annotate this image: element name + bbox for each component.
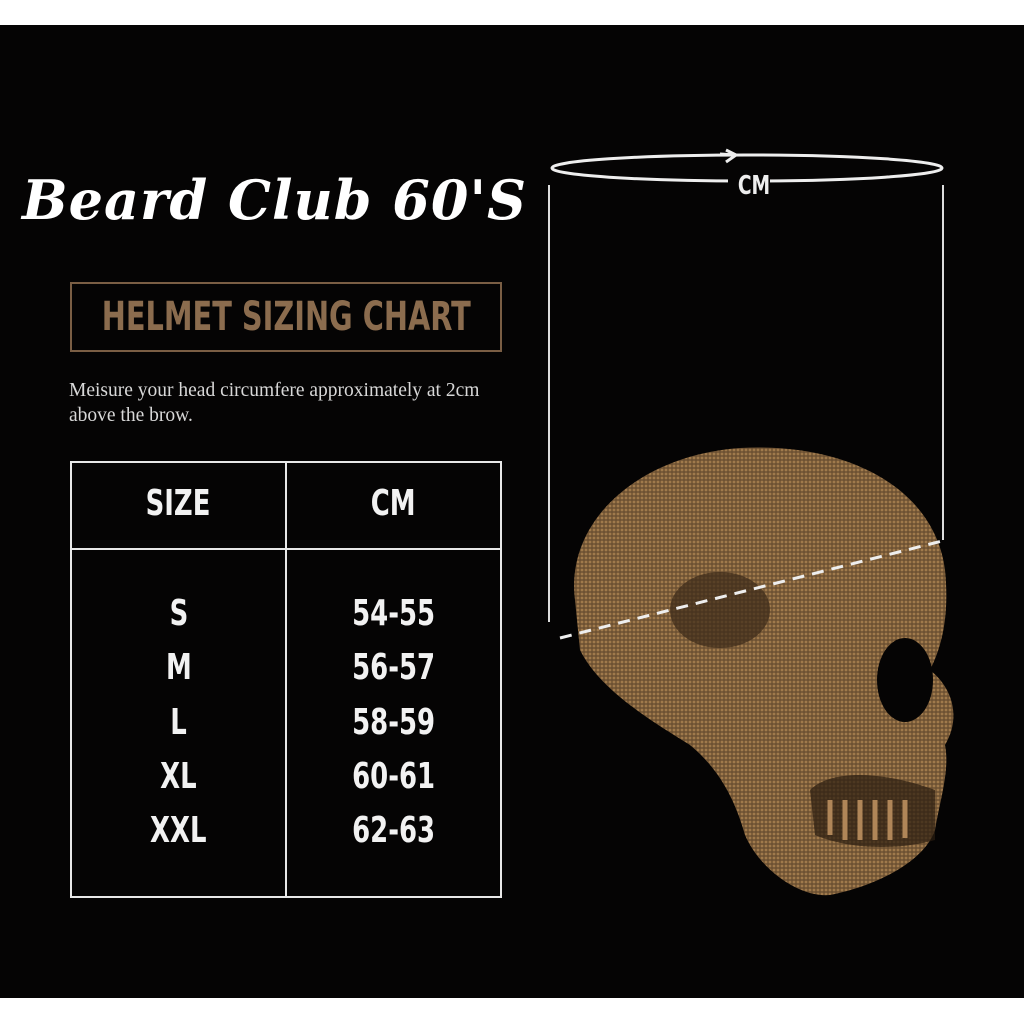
row-size: L — [170, 702, 187, 743]
row-cm: 54-55 — [352, 593, 435, 634]
header-cm: CM — [371, 483, 416, 524]
measure-instructions: Meisure your head circumfere approximate… — [69, 380, 480, 426]
measure-label: CM — [738, 171, 770, 201]
row-cm: 62-63 — [352, 810, 435, 851]
skull-illustration — [574, 447, 954, 896]
row-size: XL — [160, 756, 197, 797]
brand-logo: Beard Club 60'S — [22, 168, 527, 232]
arrow-icon — [719, 148, 737, 164]
row-size: S — [169, 593, 188, 634]
row-cm: 56-57 — [352, 647, 435, 688]
header-divider — [72, 548, 500, 550]
chart-title: HELMET SIZING CHART — [101, 294, 471, 340]
column-divider — [285, 463, 287, 896]
row-cm: 58-59 — [352, 702, 435, 743]
row-size: M — [165, 647, 192, 688]
row-cm: 60-61 — [352, 756, 435, 797]
measure-dashed-line — [559, 538, 947, 640]
chart-title-box: HELMET SIZING CHART — [70, 282, 502, 352]
header-size: SIZE — [146, 483, 211, 524]
row-size: XXL — [150, 810, 207, 851]
sizing-table: SIZE CM S 54-55 M 56-57 L 58-59 XL 60-61… — [70, 461, 502, 898]
